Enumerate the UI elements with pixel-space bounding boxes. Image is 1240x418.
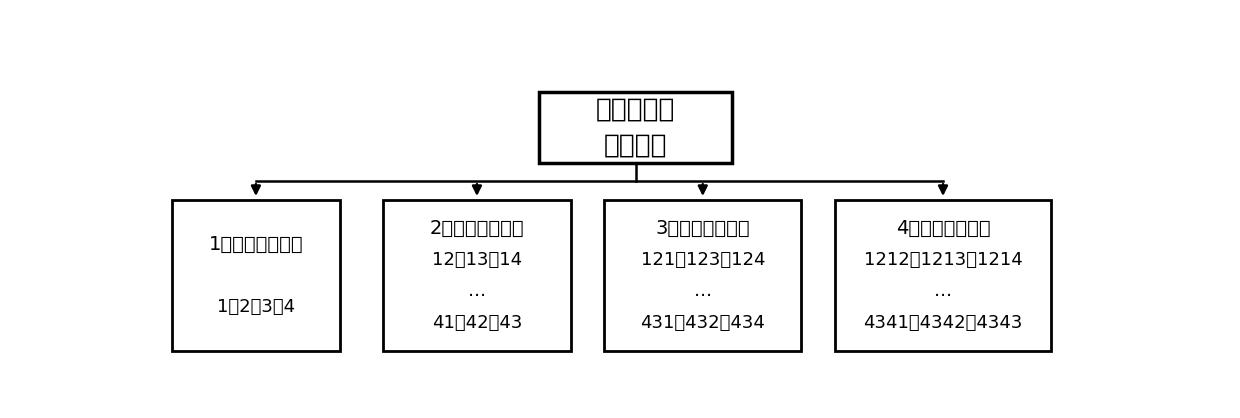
Bar	[835, 200, 1052, 351]
Text: 2位数的数字编码: 2位数的数字编码	[429, 219, 525, 238]
Text: 功能图标的
数字编码: 功能图标的 数字编码	[595, 97, 676, 158]
Text: 121、123、124: 121、123、124	[641, 251, 765, 269]
Text: …: …	[467, 282, 486, 300]
Text: 4位数的数字编码: 4位数的数字编码	[895, 219, 991, 238]
Text: …: …	[693, 282, 712, 300]
Text: 4341、4342、4343: 4341、4342、4343	[863, 314, 1023, 331]
Text: …: …	[934, 282, 952, 300]
Text: 1、2、3、4: 1、2、3、4	[217, 298, 295, 316]
Bar	[604, 200, 801, 351]
Text: 431、432、434: 431、432、434	[640, 314, 765, 331]
Text: 12、13、14: 12、13、14	[432, 251, 522, 269]
Bar	[383, 200, 570, 351]
Text: 3位数的数字编码: 3位数的数字编码	[656, 219, 750, 238]
Text: 1212、1213、1214: 1212、1213、1214	[863, 251, 1023, 269]
Bar	[539, 92, 732, 163]
Text: 1位数的数字编码: 1位数的数字编码	[208, 234, 304, 254]
Text: 41、42、43: 41、42、43	[432, 314, 522, 331]
Bar	[172, 200, 340, 351]
